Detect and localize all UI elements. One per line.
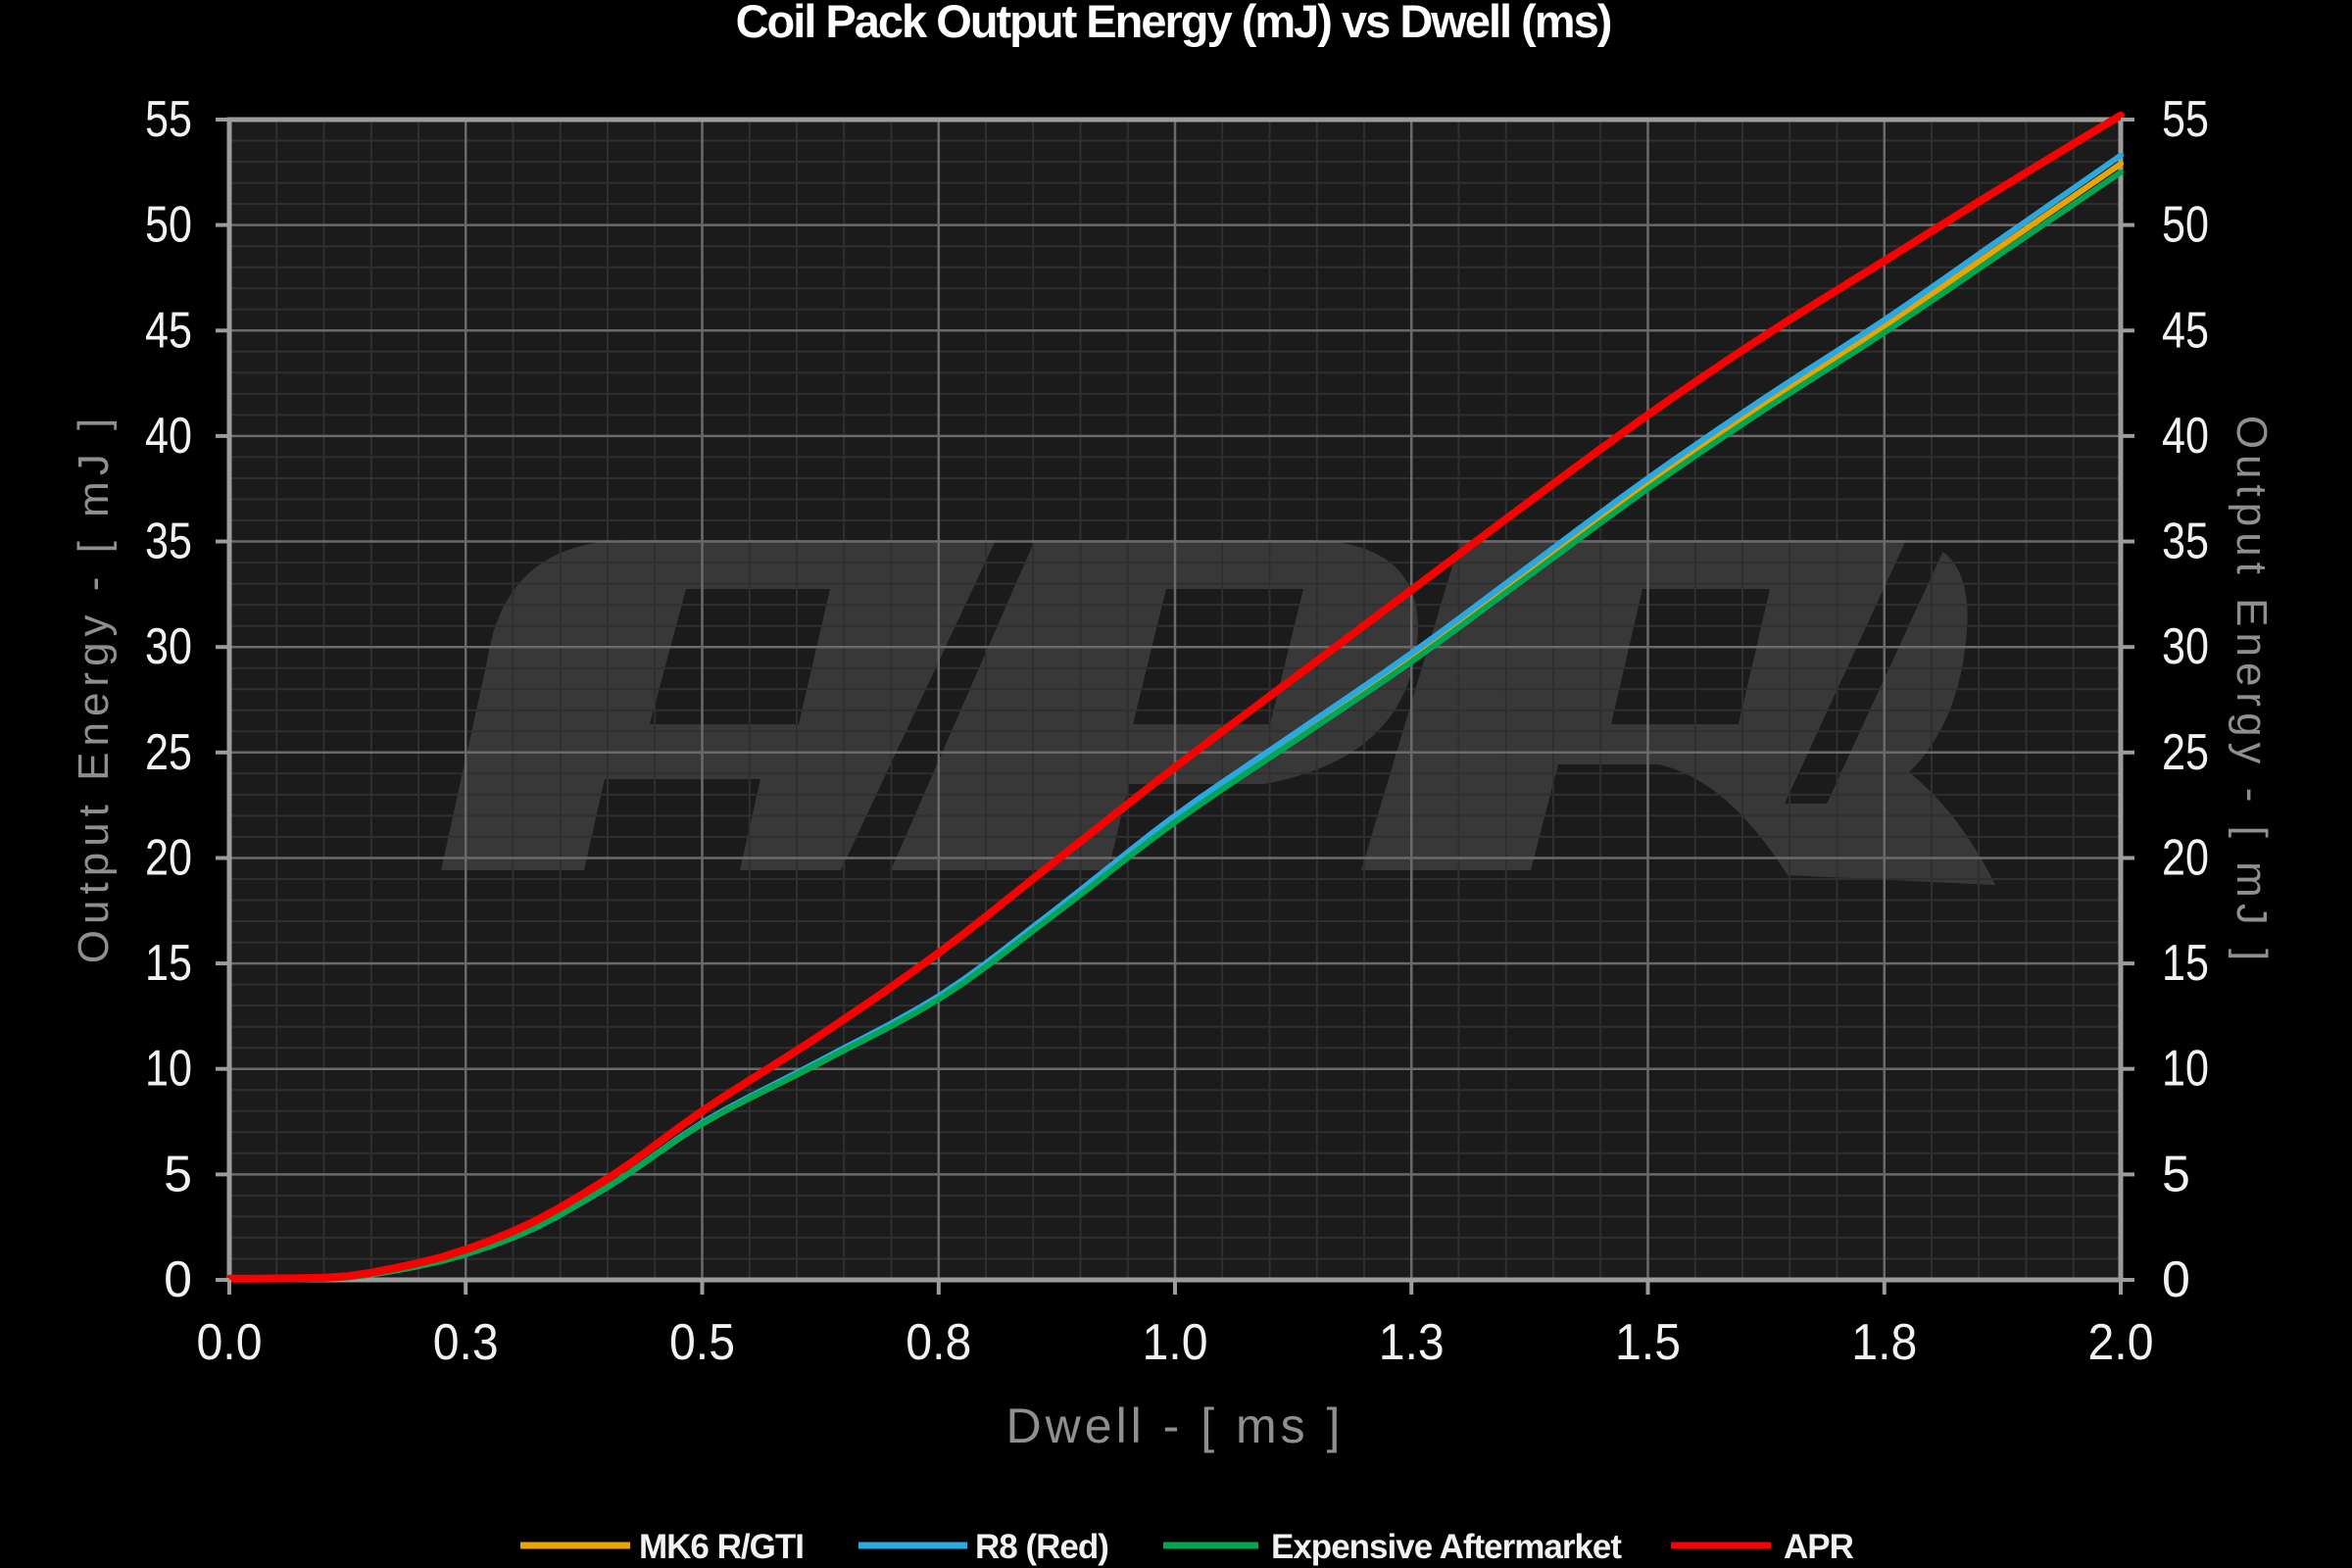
svg-text:15: 15 [2162,935,2209,992]
svg-text:0: 0 [2162,1251,2190,1308]
svg-text:10: 10 [145,1041,192,1098]
svg-text:0.5: 0.5 [669,1314,735,1371]
svg-text:15: 15 [145,935,192,992]
svg-text:30: 30 [2162,618,2209,675]
svg-text:40: 40 [145,408,192,465]
svg-text:MK6 R/GTI: MK6 R/GTI [639,1528,804,1566]
svg-text:1.3: 1.3 [1379,1314,1445,1371]
svg-text:5: 5 [2162,1146,2190,1202]
svg-text:20: 20 [2162,830,2209,887]
svg-text:50: 50 [145,197,192,254]
svg-text:Output Energy - [ mJ ]: Output Energy - [ mJ ] [2228,416,2276,966]
svg-text:Expensive Aftermarket: Expensive Aftermarket [1271,1528,1622,1566]
svg-text:0.3: 0.3 [433,1314,499,1371]
svg-text:Dwell - [ ms ]: Dwell - [ ms ] [1006,1398,1345,1453]
svg-text:40: 40 [2162,408,2209,465]
svg-text:30: 30 [145,618,192,675]
svg-text:R8 (Red): R8 (Red) [975,1528,1108,1566]
svg-text:5: 5 [164,1146,192,1202]
svg-text:APR: APR [1784,1528,1854,1566]
svg-text:10: 10 [2162,1041,2209,1098]
svg-text:55: 55 [2162,91,2209,148]
svg-text:45: 45 [145,302,192,359]
svg-text:0: 0 [164,1251,192,1308]
svg-text:50: 50 [2162,197,2209,254]
svg-text:0.8: 0.8 [906,1314,971,1371]
svg-text:55: 55 [145,91,192,148]
svg-text:25: 25 [2162,724,2209,781]
svg-text:Output Energy - [ mJ ]: Output Energy - [ mJ ] [70,413,118,963]
svg-text:35: 35 [145,514,192,570]
svg-text:2.0: 2.0 [2088,1314,2154,1371]
svg-text:20: 20 [145,830,192,887]
svg-text:25: 25 [145,724,192,781]
svg-text:0.0: 0.0 [197,1314,263,1371]
svg-text:35: 35 [2162,514,2209,570]
svg-text:1.0: 1.0 [1143,1314,1208,1371]
svg-text:1.5: 1.5 [1615,1314,1681,1371]
svg-text:Coil Pack Output Energy (mJ) v: Coil Pack Output Energy (mJ) vs Dwell (m… [736,0,1611,47]
svg-text:1.8: 1.8 [1851,1314,1917,1371]
svg-text:45: 45 [2162,302,2209,359]
